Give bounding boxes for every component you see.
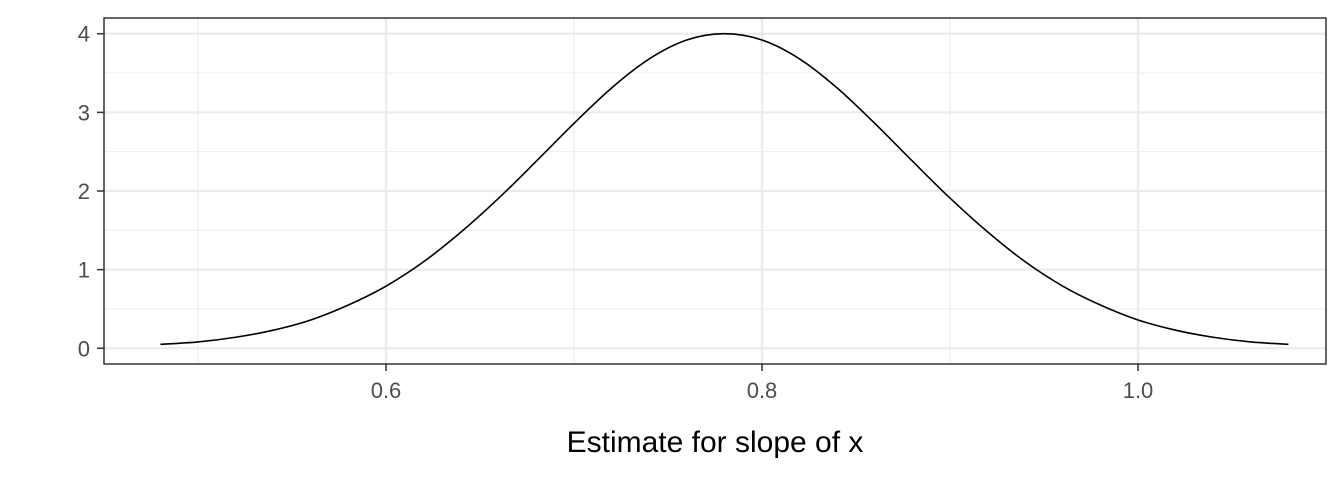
major-gridlines: [104, 18, 1326, 364]
y-tick-label: 4: [78, 22, 90, 47]
y-axis: 0 1 2 3 4: [78, 22, 104, 361]
y-tick-label: 2: [78, 179, 90, 204]
y-tick-label: 3: [78, 100, 90, 125]
x-axis-title: Estimate for slope of x: [567, 426, 864, 459]
x-tick-label: 0.8: [747, 378, 778, 403]
density-line: [160, 32, 1289, 346]
x-tick-label: 1.0: [1123, 378, 1154, 403]
y-tick-label: 1: [78, 258, 90, 283]
density-series: [160, 32, 1289, 346]
y-tick-label: 0: [78, 336, 90, 361]
x-tick-label: 0.6: [371, 378, 402, 403]
x-axis: 0.6 0.8 1.0: [371, 364, 1154, 403]
